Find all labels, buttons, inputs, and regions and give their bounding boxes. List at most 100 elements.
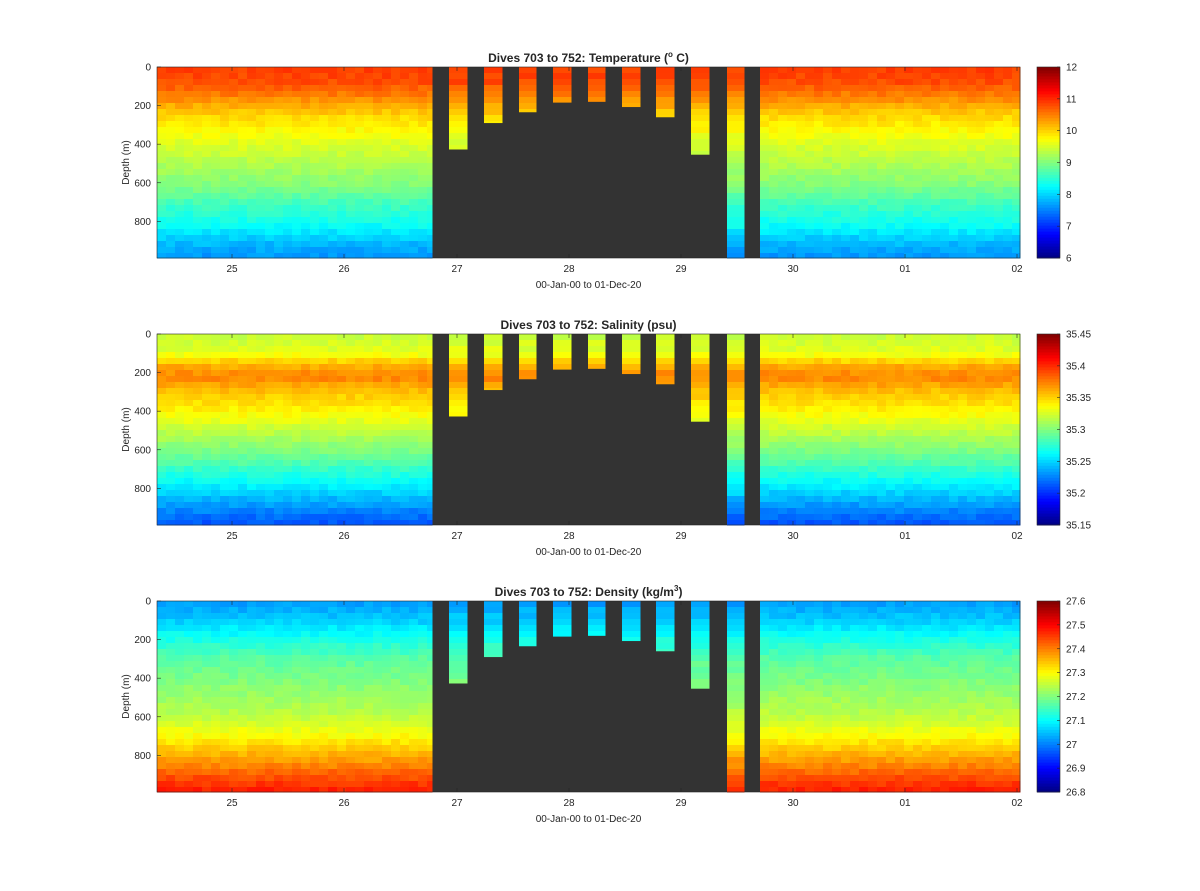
data-cell (409, 79, 419, 86)
data-cell (247, 496, 257, 503)
data-cell (292, 241, 302, 248)
data-cell (427, 400, 433, 407)
data-cell (985, 145, 995, 152)
data-cell (355, 376, 365, 383)
data-cell (373, 193, 383, 200)
data-cell (229, 97, 239, 104)
data-cell (238, 613, 248, 620)
data-cell (292, 703, 302, 710)
data-cell (904, 448, 914, 455)
data-cell (373, 508, 383, 515)
data-cell (904, 205, 914, 212)
y-tick-label: 600 (134, 445, 151, 456)
data-cell (823, 352, 833, 359)
data-cell (265, 502, 275, 509)
data-cell (256, 637, 266, 644)
data-cell (949, 460, 959, 467)
data-cell (247, 442, 257, 449)
data-cell (823, 388, 833, 395)
data-cell (778, 79, 788, 86)
data-cell (229, 133, 239, 140)
data-cell (391, 145, 401, 152)
profile-column (238, 67, 248, 259)
profile-column (400, 334, 410, 526)
data-cell (274, 751, 284, 758)
data-cell (337, 514, 347, 521)
colorbar-segment (1037, 108, 1060, 113)
data-cell (193, 235, 203, 242)
data-cell (238, 685, 248, 692)
data-cell (427, 436, 433, 443)
data-cell (175, 496, 185, 503)
data-cell (823, 430, 833, 437)
data-cell (409, 205, 419, 212)
profile-column (886, 334, 896, 526)
data-cell (301, 769, 311, 776)
data-cell (220, 157, 230, 164)
data-cell (1003, 370, 1013, 377)
data-cell (904, 73, 914, 80)
data-cell (859, 115, 869, 122)
data-cell (157, 643, 167, 650)
data-cell (994, 127, 1004, 134)
data-cell (922, 199, 932, 206)
colorbar-segment (1037, 120, 1060, 125)
data-cell (769, 442, 779, 449)
data-cell (175, 787, 185, 793)
data-cell (805, 346, 815, 353)
data-cell (427, 181, 433, 188)
data-cell (166, 253, 176, 259)
data-cell (310, 217, 320, 224)
profile-column (265, 334, 275, 526)
data-cell (319, 418, 329, 425)
data-cell (841, 151, 851, 158)
data-cell (211, 199, 221, 206)
data-cell (175, 211, 185, 218)
data-cell (400, 211, 410, 218)
data-cell (976, 424, 986, 431)
data-cell (427, 460, 433, 467)
data-cell (940, 358, 950, 365)
data-cell (238, 340, 248, 347)
data-cell (301, 472, 311, 479)
profile-column (691, 334, 710, 422)
data-cell (157, 619, 167, 626)
data-cell (175, 460, 185, 467)
data-cell (940, 460, 950, 467)
data-cell (922, 466, 932, 473)
data-cell (265, 211, 275, 218)
data-cell (877, 466, 887, 473)
data-cell (877, 163, 887, 170)
data-cell (166, 388, 176, 395)
data-cell (283, 253, 293, 259)
data-cell (193, 502, 203, 509)
data-cell (895, 145, 905, 152)
data-cell (184, 103, 194, 110)
data-cell (184, 193, 194, 200)
data-cell (958, 133, 968, 140)
data-cell (166, 115, 176, 122)
data-cell (841, 478, 851, 485)
data-cell (166, 406, 176, 413)
data-cell (841, 508, 851, 515)
colorbar-segment (1037, 183, 1060, 187)
data-cell (418, 460, 428, 467)
data-cell (886, 211, 896, 218)
data-cell (967, 400, 977, 407)
data-cell (373, 436, 383, 443)
data-cell (184, 514, 194, 521)
data-cell (940, 490, 950, 497)
data-cell (949, 241, 959, 248)
data-cell (382, 97, 392, 104)
data-cell (967, 73, 977, 80)
data-cell (310, 370, 320, 377)
data-cell (256, 745, 266, 752)
data-cell (841, 406, 851, 413)
data-cell (868, 97, 878, 104)
profile-column (220, 601, 230, 793)
data-cell (256, 466, 266, 473)
data-cell (364, 430, 374, 437)
data-cell (274, 334, 284, 341)
data-cell (391, 109, 401, 116)
data-cell (519, 103, 537, 110)
